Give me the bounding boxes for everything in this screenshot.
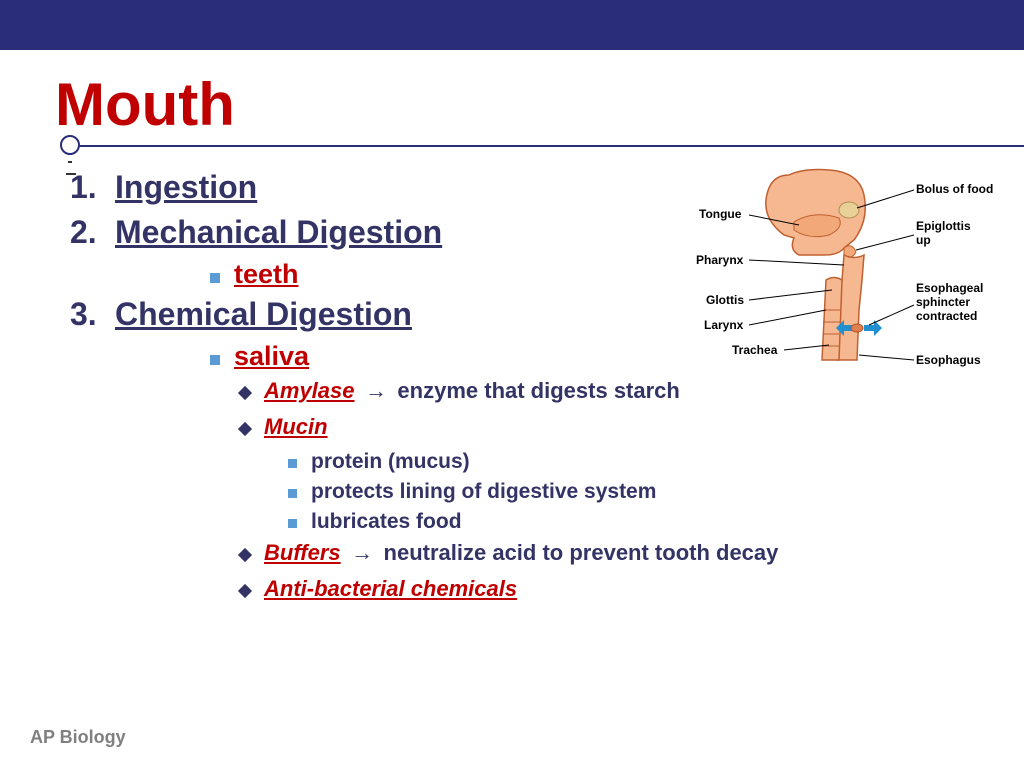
- arrow-icon: →: [365, 378, 387, 403]
- item-number: 2.: [70, 214, 115, 251]
- point-item: protects lining of digestive system: [288, 480, 1024, 504]
- label-esoph-sph3: contracted: [916, 309, 977, 323]
- item-text: Mechanical Digestion: [115, 214, 442, 251]
- label-larynx: Larynx: [704, 318, 744, 332]
- detail-item: Buffers → neutralize acid to prevent too…: [240, 540, 1024, 566]
- slide-title: Mouth: [55, 70, 1024, 139]
- label-esoph-sph2: sphincter: [916, 295, 970, 309]
- label-esoph-sph1: Esophageal: [916, 281, 983, 295]
- point-item: protein (mucus): [288, 450, 1024, 474]
- sub-item-text: teeth: [234, 259, 299, 290]
- item-text: Ingestion: [115, 169, 257, 206]
- diamond-bullet-icon: [238, 422, 252, 436]
- title-area: Mouth: [0, 50, 1024, 139]
- label-glottis: Glottis: [706, 293, 744, 307]
- square-bullet-icon: [288, 519, 297, 528]
- detail-desc: neutralize acid to prevent tooth decay: [384, 540, 779, 565]
- detail-name: Buffers: [264, 540, 341, 565]
- item-number: 1.: [70, 169, 115, 206]
- label-bolus: Bolus of food: [916, 182, 993, 196]
- square-bullet-icon: [288, 459, 297, 468]
- square-bullet-icon: [288, 489, 297, 498]
- label-epiglottis: Epiglottis: [916, 219, 971, 233]
- label-pharynx: Pharynx: [696, 253, 744, 267]
- label-epiglottis-up: up: [916, 233, 931, 247]
- point-item: lubricates food: [288, 510, 1024, 534]
- footer-text: AP Biology: [30, 727, 126, 748]
- arrow-icon: →: [351, 540, 373, 565]
- detail-name: Mucin: [264, 414, 328, 440]
- label-tongue: Tongue: [699, 207, 742, 221]
- title-circle-decor: [60, 135, 80, 155]
- point-text: protein (mucus): [311, 450, 470, 474]
- label-esophagus: Esophagus: [916, 353, 981, 367]
- diamond-bullet-icon: [238, 386, 252, 400]
- detail-item: Mucin: [240, 414, 1024, 440]
- diamond-bullet-icon: [238, 584, 252, 598]
- point-text: lubricates food: [311, 510, 462, 534]
- detail-name: Amylase: [264, 378, 355, 403]
- header-bar: [0, 0, 1024, 50]
- sub-item-text: saliva: [234, 341, 309, 372]
- item-number: 3.: [70, 296, 115, 333]
- anatomy-diagram: Tongue Pharynx Glottis Larynx Trachea Bo…: [694, 160, 1004, 390]
- detail-desc: enzyme that digests starch: [397, 378, 679, 403]
- detail-name: Anti-bacterial chemicals: [264, 576, 517, 602]
- point-text: protects lining of digestive system: [311, 480, 656, 504]
- item-text: Chemical Digestion: [115, 296, 412, 333]
- square-bullet-icon: [210, 273, 220, 283]
- label-trachea: Trachea: [732, 343, 778, 357]
- diamond-bullet-icon: [238, 548, 252, 562]
- square-bullet-icon: [210, 355, 220, 365]
- detail-item: Anti-bacterial chemicals: [240, 576, 1024, 602]
